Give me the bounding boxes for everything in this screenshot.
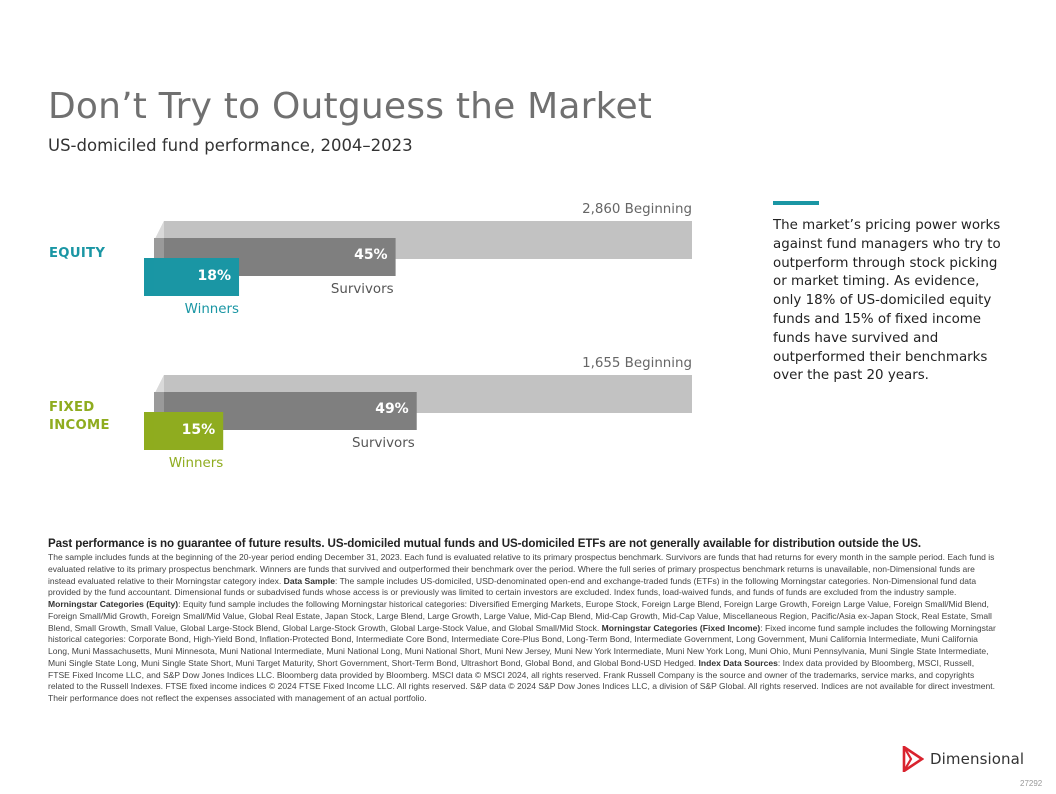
equity-category-label: EQUITY [49,246,105,261]
footnote-data-sample: : The sample includes US-domiciled, USD-… [48,575,977,598]
footnote-heading-index-sources: Index Data Sources [698,657,778,668]
footnote: Past performance is no guarantee of futu… [48,537,996,705]
equity-winners-value: 18% [198,268,232,284]
fixed-income-winners-bar [144,412,224,450]
fixed-income-winners-bar-side [144,412,154,450]
footnote-fixed-income-categories: : Fixed income fund sample includes the … [48,622,996,668]
fixed-income-category-label: FIXED INCOME [49,400,110,433]
equity-winners-label: Winners [185,302,239,317]
footnote-heading-equity: Morningstar Categories (Equity) [48,599,179,609]
equity-survivors-value: 45% [354,247,388,263]
footnote-heading-fixed-income: Morningstar Categories (Fixed Income) [601,622,761,633]
footnote-heading-data-sample: Data Sample [283,575,335,586]
footnote-body: The sample includes funds at the beginni… [48,552,996,705]
dimensional-logo-icon [902,746,924,772]
logo-text: Dimensional [930,750,1025,768]
document-number: 27292 [1020,779,1043,788]
equity-winners-bar-side [144,258,154,296]
equity-winners-bar [144,258,240,296]
fixed-income-winners-value: 15% [182,422,216,438]
fixed-income-beginning-label: 1,655 Beginning [582,356,692,371]
page-title: Don’t Try to Outguess the Market [48,86,653,127]
callout-text: The market’s pricing power works against… [773,218,1001,384]
footnote-disclaimer: Past performance is no guarantee of futu… [48,537,922,550]
callout-accent-line [773,201,819,205]
funnel-chart: 2,860 Beginning 45% Survivors 18% Winners EQU… [49,202,692,471]
dimensional-logo: Dimensional [902,745,1024,773]
fixed-income-winners-label: Winners [169,456,223,471]
footnote-equity-categories: : Equity fund sample includes the follow… [48,599,992,633]
footnote-index-sources: : Index data provided by Bloomberg, MSCI… [48,657,996,703]
fixed-income-survivors-value: 49% [375,401,409,417]
equity-survivors-label: Survivors [331,282,394,297]
footnote-methodology: The sample includes funds at the beginni… [48,552,995,586]
page-subtitle: US-domiciled fund performance, 2004–2023 [48,136,413,155]
equity-beginning-label: 2,860 Beginning [582,202,692,217]
fixed-income-survivors-label: Survivors [352,436,415,451]
